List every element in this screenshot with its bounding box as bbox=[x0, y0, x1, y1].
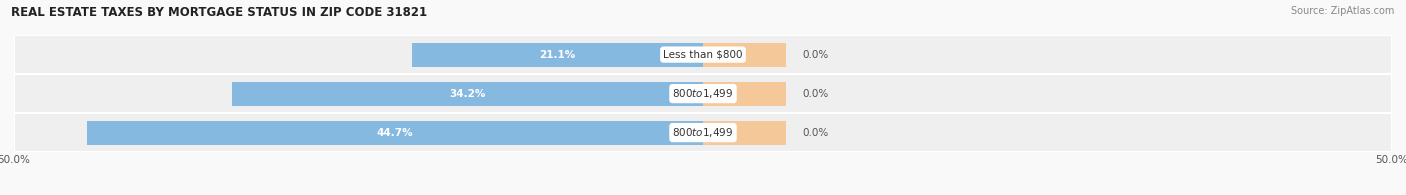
Text: 34.2%: 34.2% bbox=[449, 89, 485, 99]
Text: Source: ZipAtlas.com: Source: ZipAtlas.com bbox=[1291, 6, 1395, 16]
Bar bbox=[14, 35, 1392, 74]
Bar bbox=[87, 121, 703, 145]
Text: 21.1%: 21.1% bbox=[540, 50, 576, 60]
Text: $800 to $1,499: $800 to $1,499 bbox=[672, 87, 734, 100]
Text: 44.7%: 44.7% bbox=[377, 128, 413, 138]
Bar bbox=[232, 82, 703, 106]
Text: 0.0%: 0.0% bbox=[803, 89, 828, 99]
Bar bbox=[14, 74, 1392, 113]
Text: Less than $800: Less than $800 bbox=[664, 50, 742, 60]
Bar bbox=[703, 43, 786, 67]
Bar bbox=[703, 121, 786, 145]
Bar bbox=[412, 43, 703, 67]
Bar bbox=[703, 82, 786, 106]
Text: REAL ESTATE TAXES BY MORTGAGE STATUS IN ZIP CODE 31821: REAL ESTATE TAXES BY MORTGAGE STATUS IN … bbox=[11, 6, 427, 19]
Text: 0.0%: 0.0% bbox=[803, 50, 828, 60]
Text: 0.0%: 0.0% bbox=[803, 128, 828, 138]
Text: $800 to $1,499: $800 to $1,499 bbox=[672, 126, 734, 139]
Bar bbox=[14, 113, 1392, 152]
